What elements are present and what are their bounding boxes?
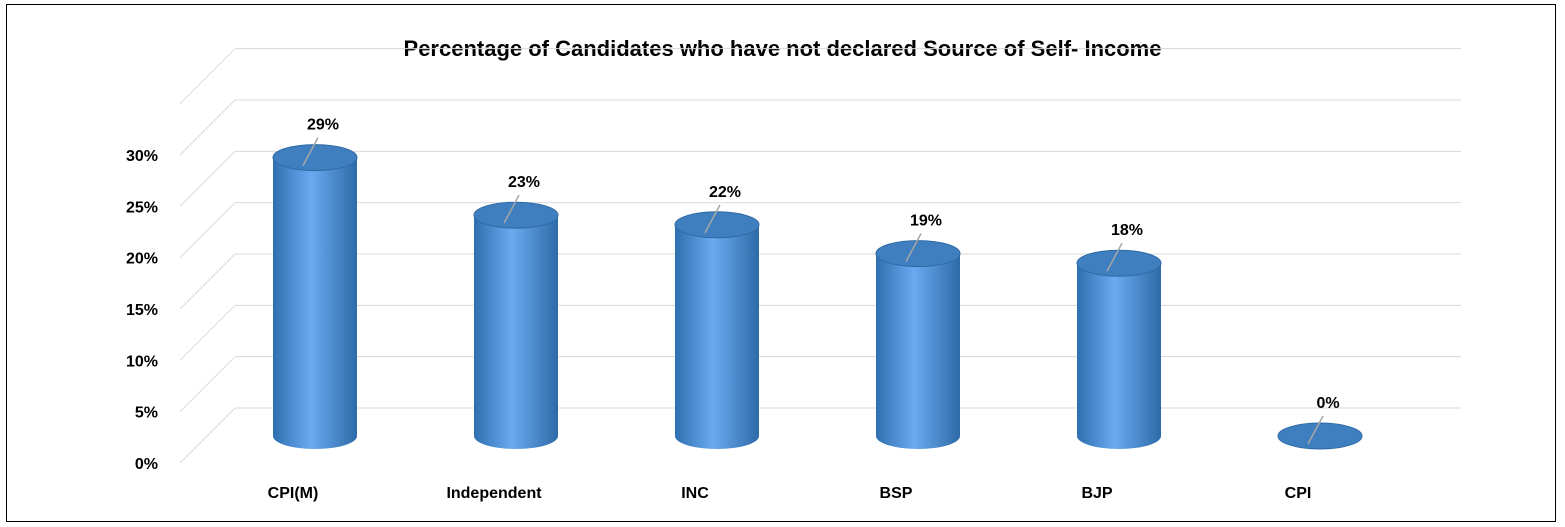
- data-label: 22%: [709, 184, 741, 201]
- bar-body: [273, 157, 357, 449]
- bar-top: [674, 211, 760, 239]
- data-label: 18%: [1111, 222, 1143, 239]
- category-label: INC: [681, 485, 709, 502]
- y-tick-label: 10%: [126, 353, 158, 370]
- data-label: 0%: [1316, 395, 1339, 412]
- gridline-diagonal: [179, 99, 236, 156]
- data-label: 23%: [508, 174, 540, 191]
- data-label-leader: [503, 194, 520, 224]
- bar-body: [474, 215, 558, 449]
- bar-top: [875, 240, 961, 268]
- data-label-leader: [905, 233, 922, 262]
- category-label: Independent: [446, 485, 542, 502]
- gridline-diagonal: [179, 202, 236, 259]
- bar: [1277, 422, 1363, 450]
- bar: [272, 144, 358, 449]
- bar-body: [876, 253, 960, 449]
- bar-top: [272, 144, 358, 172]
- data-label-leader: [302, 137, 319, 166]
- bar-body: [1077, 263, 1161, 449]
- category-label: BSP: [880, 485, 913, 502]
- gridline-diagonal: [179, 48, 236, 105]
- gridline-diagonal: [179, 407, 236, 464]
- bar-top: [1277, 422, 1363, 450]
- category-label: CPI(M): [268, 485, 319, 502]
- gridline-diagonal: [179, 356, 236, 413]
- bar: [1076, 249, 1162, 449]
- data-label: 19%: [910, 213, 942, 230]
- gridline-diagonal: [179, 253, 236, 310]
- y-tick-label: 25%: [126, 199, 158, 216]
- data-label: 29%: [307, 117, 339, 134]
- bar: [473, 201, 559, 449]
- gridline-diagonal: [179, 304, 236, 361]
- bar-top: [1076, 249, 1162, 277]
- y-tick-label: 0%: [135, 456, 158, 473]
- category-label: CPI: [1285, 485, 1312, 502]
- bar: [875, 240, 961, 449]
- bar-body: [675, 224, 759, 449]
- y-tick-label: 5%: [135, 405, 158, 422]
- bar: [674, 211, 760, 449]
- data-label-leader: [704, 204, 721, 234]
- y-tick-label: 15%: [126, 302, 158, 319]
- y-tick-label: 20%: [126, 251, 158, 268]
- data-label-leader: [1307, 415, 1324, 445]
- category-label: BJP: [1081, 485, 1112, 502]
- data-label-leader: [1106, 242, 1123, 272]
- bar-top: [473, 201, 559, 229]
- gridline-diagonal: [179, 150, 236, 207]
- y-tick-label: 30%: [126, 148, 158, 165]
